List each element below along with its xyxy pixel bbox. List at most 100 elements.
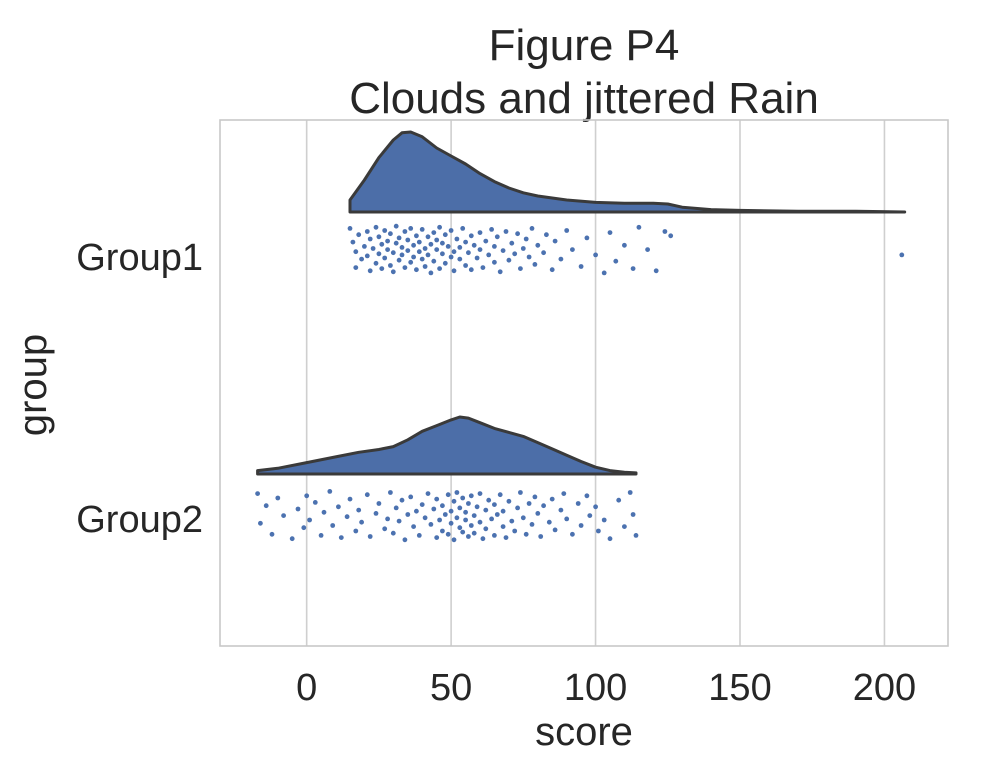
rain-point — [437, 517, 442, 523]
rain-point — [477, 519, 483, 525]
cloud-group1 — [348, 130, 907, 214]
rain-point — [497, 269, 503, 275]
rain-point — [428, 522, 434, 527]
rain-point — [526, 254, 532, 260]
rain-point — [668, 233, 674, 239]
rain-point — [434, 535, 440, 540]
rain-point — [483, 526, 489, 532]
rain-point — [523, 236, 529, 242]
rain-point — [405, 248, 411, 254]
rain-point — [561, 491, 567, 496]
rain-point — [437, 266, 442, 271]
rain-point — [532, 494, 538, 500]
rain-point — [463, 517, 468, 523]
rain-point — [402, 265, 408, 270]
rain-point — [483, 238, 489, 244]
rain-point — [411, 254, 416, 260]
rain-point — [523, 531, 529, 537]
rain-point — [396, 518, 402, 524]
rain-point — [440, 251, 445, 257]
rain-point — [382, 255, 388, 261]
rain-point — [393, 240, 399, 246]
density-clouds — [256, 130, 907, 476]
rain-point — [422, 264, 428, 269]
rain-point — [255, 491, 260, 496]
rain-point — [596, 528, 601, 534]
rain-point — [353, 249, 359, 255]
rain-point — [575, 501, 581, 506]
rain-point — [428, 270, 434, 276]
rain-point — [347, 226, 353, 231]
rain-point — [367, 236, 373, 242]
rain-point — [486, 497, 492, 503]
rain-point — [460, 495, 466, 501]
rain-point — [520, 515, 526, 521]
rain-point — [373, 224, 379, 230]
x-tick-label-100: 100 — [564, 667, 627, 709]
rain-point — [448, 254, 454, 260]
rain-point — [434, 247, 440, 253]
rain-point — [636, 224, 642, 230]
rain-point — [437, 224, 442, 230]
rain-point — [535, 511, 541, 516]
rain-point — [350, 239, 356, 245]
rain-point — [451, 249, 457, 255]
rain-point — [480, 265, 486, 270]
rain-point — [477, 230, 483, 236]
rain-point — [373, 511, 379, 516]
rain-point — [425, 252, 431, 258]
rain-point — [471, 513, 477, 518]
rain-point — [399, 252, 405, 258]
rain-point — [466, 501, 471, 506]
rain-point — [370, 246, 376, 251]
rain-point — [376, 234, 382, 240]
rain-point — [382, 228, 388, 233]
rain-point — [506, 498, 512, 504]
rain-point — [419, 502, 425, 507]
rain-point — [301, 525, 307, 531]
rain-point — [633, 533, 639, 538]
rain-point — [402, 537, 408, 543]
rain-point — [422, 246, 428, 251]
rain-point — [353, 528, 359, 534]
rain-point — [416, 239, 422, 245]
rain-point — [544, 232, 549, 238]
rain-point — [289, 536, 295, 542]
rain-point — [442, 232, 448, 238]
rain-point — [336, 504, 341, 510]
rain-point — [645, 247, 650, 253]
rain-point — [445, 531, 451, 537]
rain-point — [295, 506, 301, 512]
rain-point — [500, 508, 506, 514]
rain-point — [463, 509, 468, 515]
rain-point — [454, 236, 460, 242]
rain-point — [899, 252, 905, 258]
rain-point — [564, 228, 570, 233]
rain-point — [460, 226, 466, 231]
rain-point — [318, 533, 324, 538]
rain-point — [448, 228, 454, 233]
rain-point — [364, 229, 370, 234]
rain-point — [440, 528, 445, 534]
rain-point — [622, 524, 627, 529]
rain-point — [442, 260, 448, 266]
rain-point — [405, 512, 411, 517]
rain-point — [448, 508, 454, 514]
rain-point — [541, 503, 546, 509]
rain-point — [601, 517, 607, 523]
rain-point — [503, 535, 509, 540]
rain-point — [457, 505, 463, 511]
rain-point — [359, 519, 364, 525]
rain-point — [471, 530, 477, 536]
rain-point — [535, 242, 541, 248]
rain-point — [373, 260, 379, 266]
rain-point — [275, 495, 281, 501]
rain-point — [518, 266, 523, 271]
rain-point — [338, 535, 344, 540]
rain-point — [622, 242, 627, 248]
rain-point — [457, 525, 463, 531]
rain-point — [434, 496, 440, 502]
rain-point — [269, 531, 275, 537]
plot-frame — [219, 119, 949, 647]
rain-point — [304, 493, 310, 499]
